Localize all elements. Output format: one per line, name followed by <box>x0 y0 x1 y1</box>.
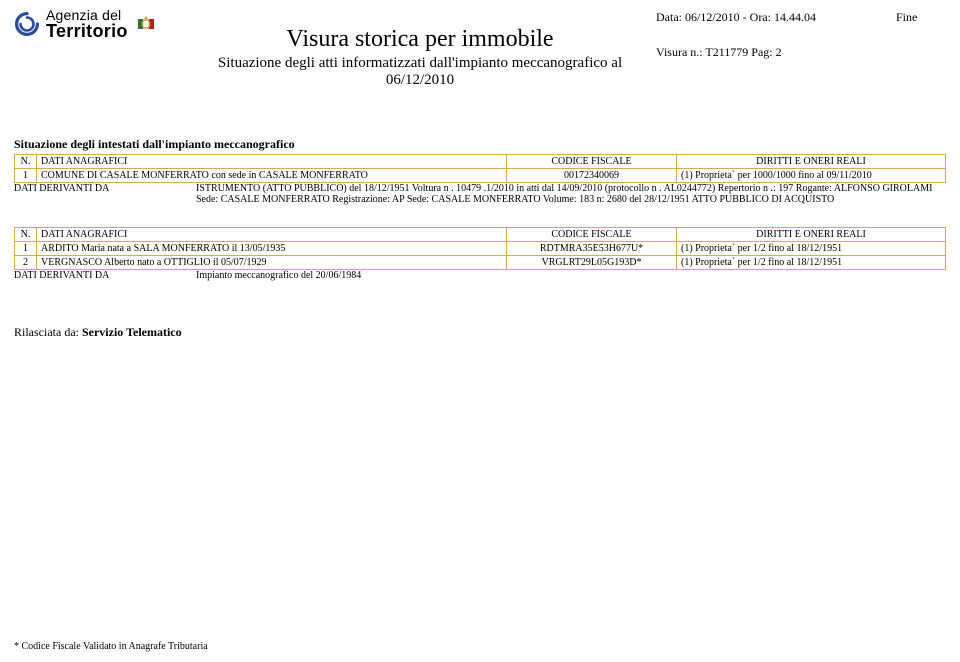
section1-derivanti: DATI DERIVANTI DA ISTRUMENTO (ATTO PUBBL… <box>14 183 946 205</box>
table-row: 1 ARDITO Maria nata a SALA MONFERRATO il… <box>15 242 946 256</box>
cell-anag: ARDITO Maria nata a SALA MONFERRATO il 1… <box>37 242 507 256</box>
agency-logo-mark <box>14 11 40 37</box>
logo-swirl-icon <box>14 11 40 37</box>
cell-cf: VRGLRT29L05G193D* <box>507 256 677 270</box>
cell-n: 2 <box>15 256 37 270</box>
col-anag: DATI ANAGRAFICI <box>37 228 507 242</box>
derivanti-label: DATI DERIVANTI DA <box>14 183 196 205</box>
date-prefix: Data: <box>656 10 685 24</box>
agency-logo-block: Agenzia del Territorio <box>14 8 184 40</box>
visura-prefix: Visura n.: <box>656 45 705 59</box>
brand-bottom: Territorio <box>46 22 128 40</box>
footnote: * Codice Fiscale Validato in Anagrafe Tr… <box>14 641 208 652</box>
visura-number: T211779 <box>705 45 748 59</box>
derivanti-label: DATI DERIVANTI DA <box>14 270 196 281</box>
cell-dir: (1) Proprieta` per 1/2 fino al 18/12/195… <box>677 242 946 256</box>
cell-anag: COMUNE DI CASALE MONFERRATO con sede in … <box>37 169 507 183</box>
col-cf: CODICE FISCALE <box>507 228 677 242</box>
page-subtitle: Situazione degli atti informatizzati dal… <box>184 55 656 89</box>
table-header-row: N. DATI ANAGRAFICI CODICE FISCALE DIRITT… <box>15 155 946 169</box>
fine-label: Fine <box>896 10 917 24</box>
cell-cf: RDTMRA35E53H677U* <box>507 242 677 256</box>
section1-table: N. DATI ANAGRAFICI CODICE FISCALE DIRITT… <box>14 154 946 183</box>
col-anag: DATI ANAGRAFICI <box>37 155 507 169</box>
cell-n: 1 <box>15 242 37 256</box>
table-row: 1 COMUNE DI CASALE MONFERRATO con sede i… <box>15 169 946 183</box>
cell-dir: (1) Proprieta` per 1/2 fino al 18/12/195… <box>677 256 946 270</box>
derivanti-value: ISTRUMENTO (ATTO PUBBLICO) del 18/12/195… <box>196 183 946 205</box>
col-dir: DIRITTI E ONERI REALI <box>677 155 946 169</box>
pag-number: 2 <box>776 45 782 59</box>
section2-derivanti: DATI DERIVANTI DA Impianto meccanografic… <box>14 270 946 281</box>
pag-prefix: Pag: <box>748 45 775 59</box>
col-dir: DIRITTI E ONERI REALI <box>677 228 946 242</box>
rilasciata-value: Servizio Telematico <box>82 325 182 339</box>
time-prefix: - Ora: <box>740 10 774 24</box>
col-n: N. <box>15 155 37 169</box>
date-time-line: Data: 06/12/2010 - Ora: 14.44.04 Fine <box>656 10 946 25</box>
col-cf: CODICE FISCALE <box>507 155 677 169</box>
brand-top: Agenzia del <box>46 8 128 22</box>
agency-brand-text: Agenzia del Territorio <box>46 8 128 40</box>
derivanti-value: Impianto meccanografico del 20/06/1984 <box>196 270 946 281</box>
section2-table: N. DATI ANAGRAFICI CODICE FISCALE DIRITT… <box>14 227 946 270</box>
date-value: 06/12/2010 <box>685 10 740 24</box>
table-row: 2 VERGNASCO Alberto nato a OTTIGLIO il 0… <box>15 256 946 270</box>
rilasciata-prefix: Rilasciata da: <box>14 325 82 339</box>
state-emblem-icon <box>136 13 156 35</box>
section1-heading: Situazione degli intestati dall'impianto… <box>14 137 946 152</box>
cell-dir: (1) Proprieta` per 1000/1000 fino al 09/… <box>677 169 946 183</box>
visura-line: Visura n.: T211779 Pag: 2 <box>656 45 946 60</box>
cell-cf: 00172340069 <box>507 169 677 183</box>
rilasciata-line: Rilasciata da: Servizio Telematico <box>14 325 946 340</box>
cell-n: 1 <box>15 169 37 183</box>
time-value: 14.44.04 <box>774 10 816 24</box>
page-title: Visura storica per immobile <box>184 26 656 53</box>
col-n: N. <box>15 228 37 242</box>
cell-anag: VERGNASCO Alberto nato a OTTIGLIO il 05/… <box>37 256 507 270</box>
table-header-row: N. DATI ANAGRAFICI CODICE FISCALE DIRITT… <box>15 228 946 242</box>
